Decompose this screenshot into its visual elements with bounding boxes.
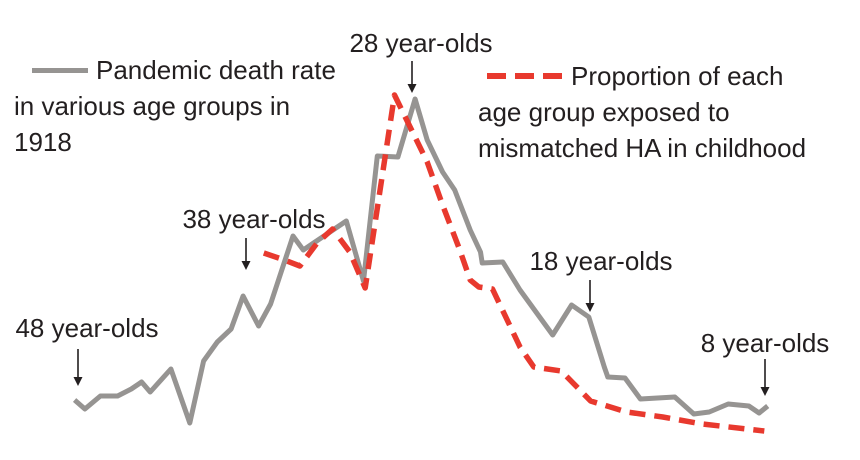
legend-death-rate-text-line1: Pandemic death rate [96, 55, 336, 85]
death-rate-line-swatch-icon [32, 67, 88, 73]
legend-exposure: Proportion of each age group exposed to … [478, 58, 806, 166]
legend-exposure-text-line2: age group exposed to [478, 97, 730, 127]
annotation-arrow-18-year-olds [585, 280, 595, 312]
annotation-arrow-8-year-olds [760, 359, 770, 396]
annotation-arrow-38-year-olds [241, 238, 251, 270]
annotation-28-year-olds: 28 year-olds [349, 28, 493, 58]
annotation-48-year-olds: 48 year-olds [15, 313, 159, 343]
exposure-line [262, 92, 765, 434]
annotation-18-year-olds: 18 year-olds [529, 246, 673, 276]
legend-exposure-text-line3: mismatched HA in childhood [478, 133, 807, 163]
annotation-arrow-28-year-olds [407, 61, 417, 93]
exposure-line-swatch-icon [487, 73, 563, 79]
legend-exposure-text-line1: Proportion of each [571, 61, 784, 91]
annotation-arrow-48-year-olds [73, 349, 83, 386]
death-rate-line [72, 96, 770, 426]
legend-death-rate-text-line2: in various age groups in [14, 91, 291, 121]
legend-death-rate: Pandemic death rate in various age group… [14, 52, 336, 160]
annotation-8-year-olds: 8 year-olds [700, 328, 830, 358]
legend-death-rate-text-line3: 1918 [14, 127, 72, 157]
annotation-38-year-olds: 38 year-olds [182, 204, 326, 234]
